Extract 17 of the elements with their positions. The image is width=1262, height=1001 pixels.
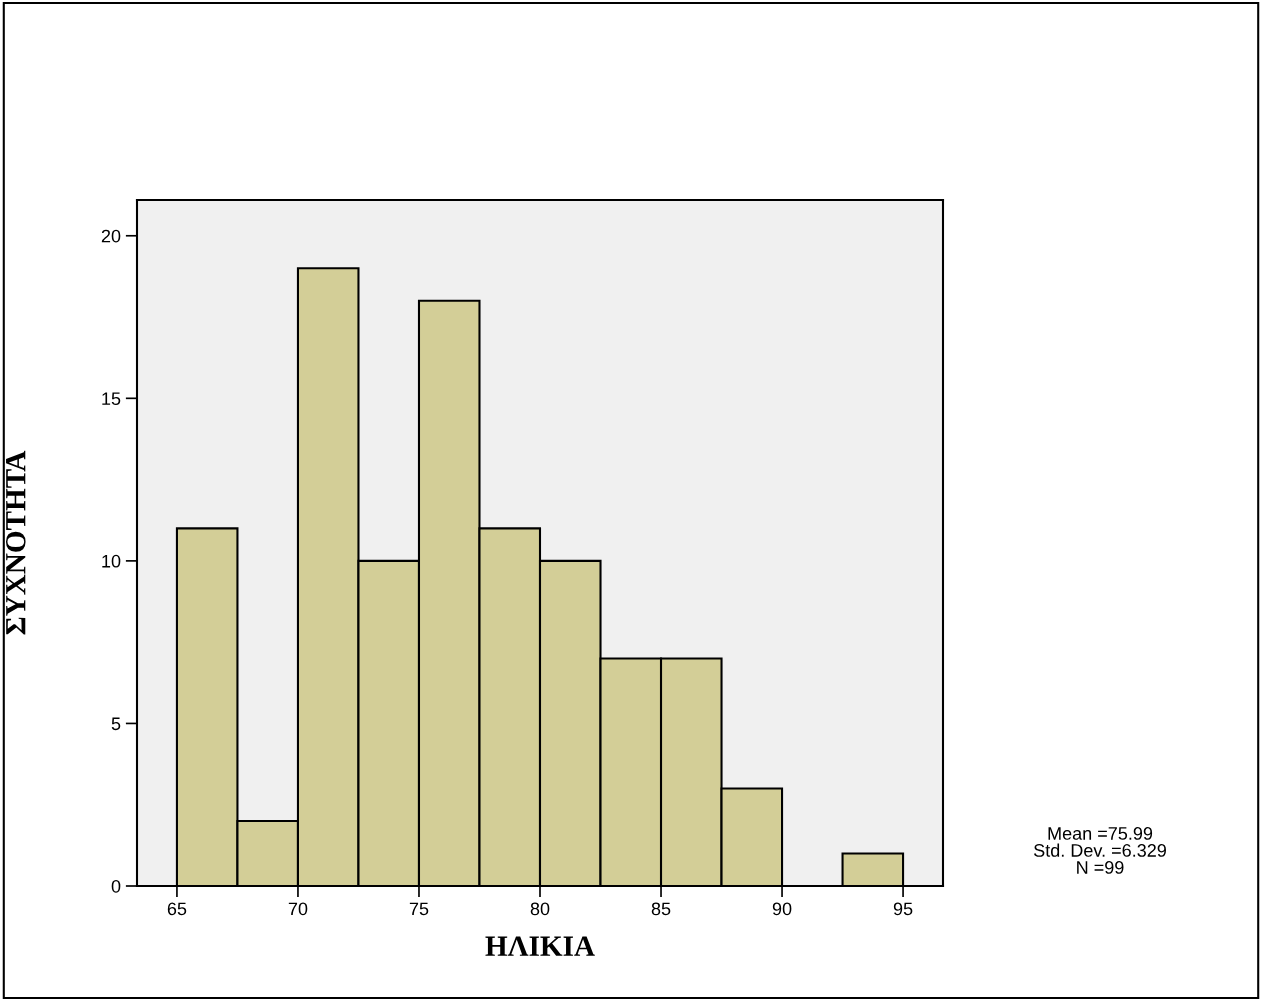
text: N =99: [1077, 861, 1124, 874]
x-tick-label: 90: [772, 902, 792, 916]
y-tick-label: 20: [101, 229, 121, 243]
text: Std. Dev. =6.329: [1033, 843, 1166, 857]
y-axis-title: ΣΥΧΝΟΤΗΤΑ: [5, 450, 26, 635]
y-tick-label: 5: [111, 717, 121, 731]
y-tick-label: 15: [102, 392, 121, 406]
x-tick-label: 70: [288, 902, 308, 916]
x-tick-label: 95: [893, 902, 913, 916]
x-axis-title: ΗΛΙΚΙΑ: [485, 936, 595, 956]
y-tick-label: 10: [102, 554, 121, 568]
x-tick-label: 80: [530, 902, 550, 916]
x-tick-label: 75: [409, 902, 429, 916]
x-tick-label: 85: [651, 902, 671, 916]
text: Mean =75.99: [1048, 827, 1153, 840]
y-tick-label: 0: [111, 879, 121, 893]
x-tick-label: 65: [167, 902, 187, 916]
